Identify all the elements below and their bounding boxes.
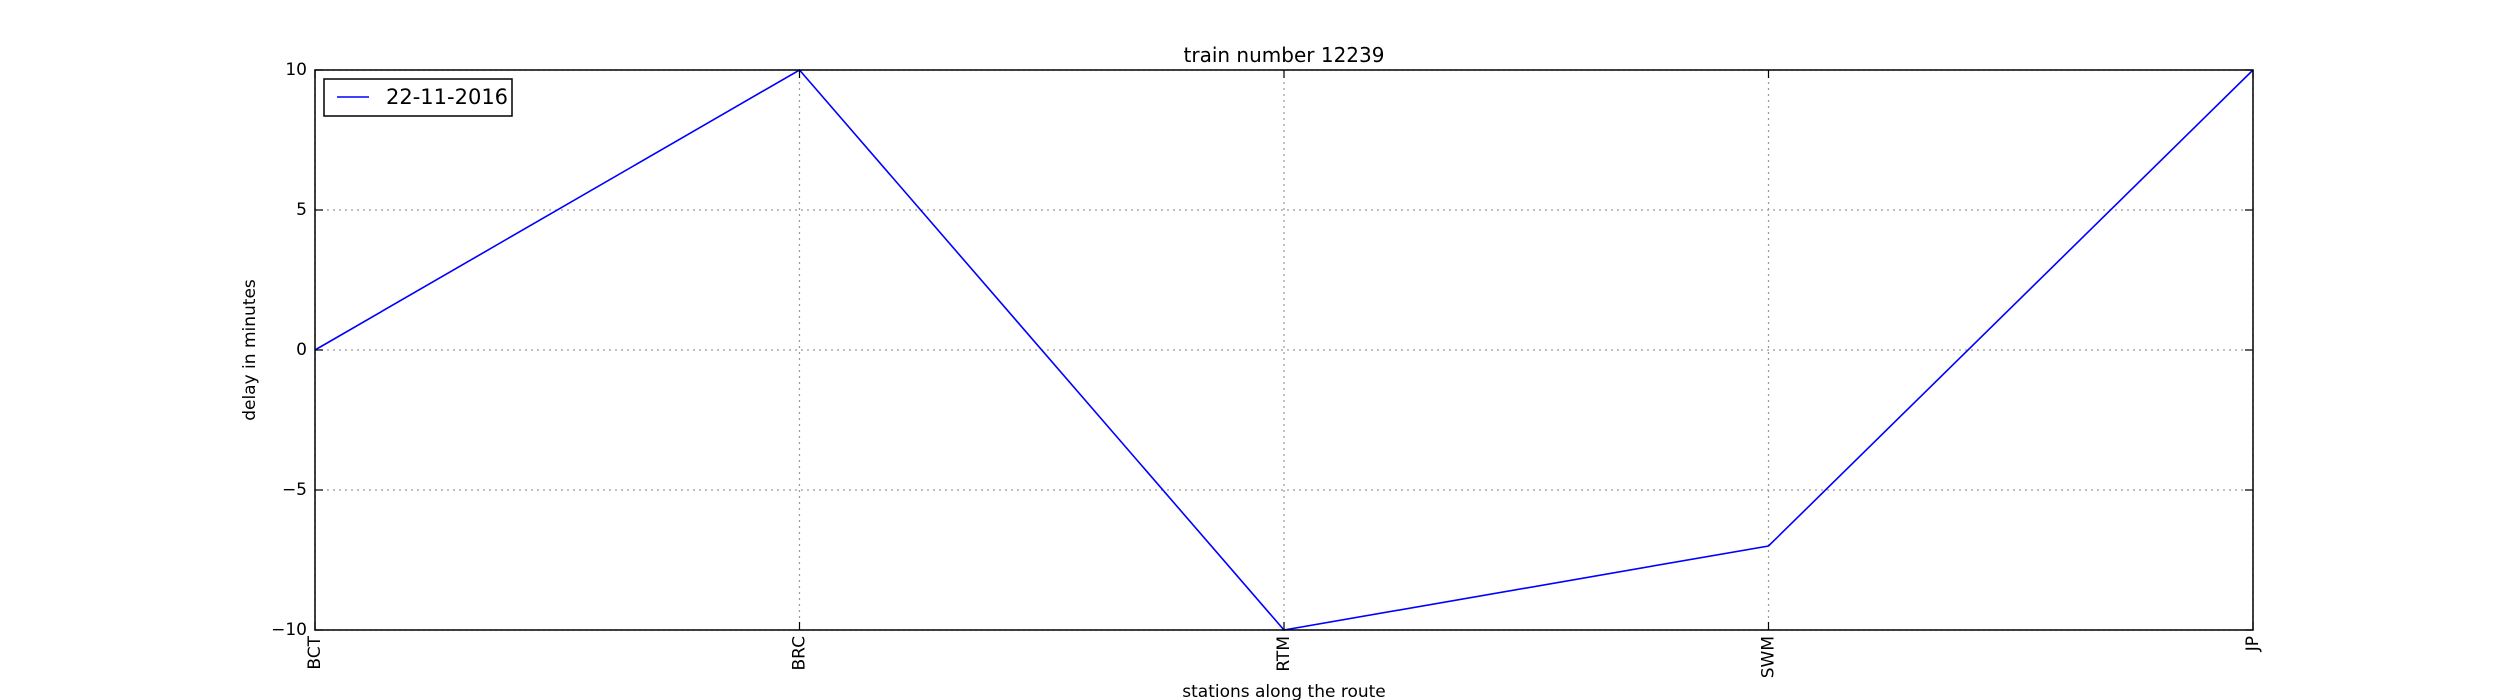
ticks: BCT BRC RTM SWM JP 10 5 0 −5 −10 (271, 60, 2263, 678)
x-tick-label: RTM (1274, 636, 1294, 672)
y-tick-label: 5 (296, 200, 307, 220)
legend: 22-11-2016 (323, 78, 513, 117)
legend-entry-label: 22-11-2016 (386, 85, 508, 109)
x-tick-label: BRC (790, 636, 810, 671)
x-axis-label: stations along the route (1182, 682, 1386, 700)
y-tick-label: 10 (285, 60, 307, 80)
x-tick-label: BCT (305, 635, 325, 669)
y-tick-label: 0 (296, 340, 307, 360)
y-tick-label: −10 (271, 620, 307, 640)
x-tick-label: SWM (1759, 636, 1779, 678)
chart-title: train number 12239 (1184, 43, 1385, 67)
y-axis-label: delay in minutes (240, 279, 260, 421)
x-tick-label: JP (2243, 636, 2263, 652)
y-tick-label: −5 (282, 480, 307, 500)
